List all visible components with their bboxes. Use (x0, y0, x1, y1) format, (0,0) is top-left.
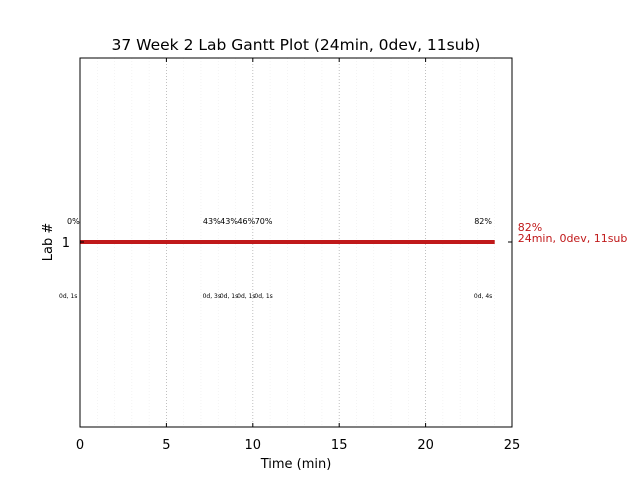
x-tick-label: 10 (245, 438, 262, 453)
submission-label: 0d, 1s (59, 293, 77, 300)
submission-label: 0d, 4s (474, 293, 492, 300)
chart-title: 37 Week 2 Lab Gantt Plot (24min, 0dev, 1… (112, 36, 481, 54)
y-axis-label: Lab # (41, 223, 56, 262)
x-tick-label: 15 (331, 438, 348, 453)
x-axis-label: Time (min) (260, 457, 332, 472)
x-axis-ticks: 0 5 10 15 20 25 (76, 58, 520, 453)
score-label: 43% (203, 217, 221, 226)
score-label: 43% (220, 217, 238, 226)
end-label-summary: 24min, 0dev, 11sub (518, 232, 628, 245)
score-label: 0% (67, 217, 80, 226)
y-axis-ticks: 1 (62, 236, 512, 251)
submission-label: 0d, 1s (237, 293, 255, 300)
score-label: 82% (474, 217, 492, 226)
x-tick-label: 20 (417, 438, 434, 453)
end-label-score: 82% (518, 221, 542, 234)
x-tick-label: 25 (504, 438, 521, 453)
x-tick-label: 0 (76, 438, 84, 453)
submission-label: 0d, 1s (220, 293, 238, 300)
score-label: 46% (237, 217, 255, 226)
x-tick-label: 5 (162, 438, 170, 453)
y-tick-label: 1 (62, 236, 70, 251)
score-label: 70% (255, 217, 273, 226)
submission-label: 0d, 1s (254, 293, 272, 300)
submission-label: 0d, 3s (203, 293, 221, 300)
